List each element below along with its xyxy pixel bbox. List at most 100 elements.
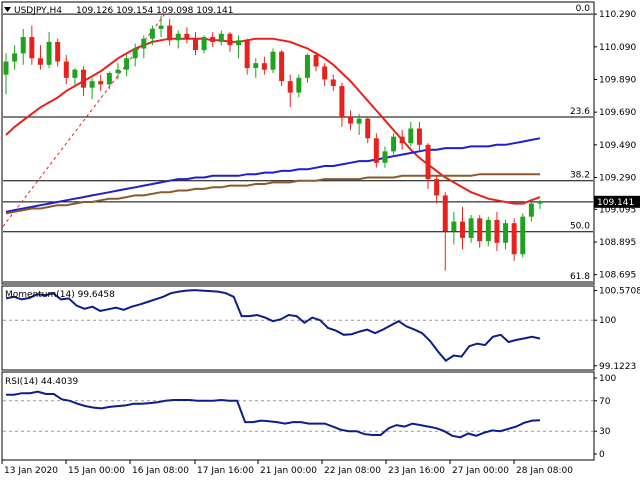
candle-body	[485, 219, 491, 242]
price-tick-label: 108.695	[599, 271, 636, 281]
time-tick-label: 23 Jan 16:00	[388, 466, 445, 476]
candle-body	[511, 223, 517, 255]
ma-brown-line	[5, 173, 540, 215]
candle-body	[72, 69, 78, 78]
candle-body	[477, 218, 483, 242]
fib-level-label: 23.6	[570, 107, 590, 117]
candle-body	[201, 37, 207, 51]
candle-body	[399, 136, 405, 144]
candle-body	[210, 37, 216, 42]
time-tick-label: 16 Jan 08:00	[132, 466, 189, 476]
price-tick-label: 108.895	[599, 238, 636, 248]
candle-body	[537, 201, 543, 204]
candle-body	[391, 136, 397, 152]
ma-blue-line	[5, 137, 541, 213]
candle-body	[192, 38, 198, 51]
price-tick-label: 109.290	[599, 173, 636, 183]
candle-body	[89, 81, 95, 88]
time-tick-label: 22 Jan 08:00	[324, 466, 381, 476]
candle-body	[46, 41, 52, 65]
rsi-tick-label: 0	[599, 450, 605, 460]
momentum-title: Momentum(14) 99.6458	[5, 290, 115, 300]
candle-body	[528, 203, 534, 217]
momentum-layer	[3, 289, 593, 363]
price-tick-label: 109.490	[599, 141, 636, 151]
candle-body	[348, 117, 354, 124]
candle-body	[175, 33, 181, 41]
candle-body	[520, 216, 526, 255]
rsi-tick-label: 100	[599, 374, 616, 384]
fib-level-label: 0.0	[576, 4, 591, 14]
candle-body	[149, 28, 155, 39]
candle-body	[167, 25, 173, 41]
candle-body	[244, 40, 250, 69]
candle-body	[20, 37, 26, 54]
candle-body	[356, 118, 362, 124]
candle-body	[218, 33, 224, 42]
candle-body	[408, 128, 414, 144]
candle-body	[37, 58, 43, 65]
candle-body	[373, 138, 379, 163]
candle-body	[55, 41, 61, 62]
candle-body	[29, 37, 35, 59]
candle-body	[365, 118, 371, 139]
candle-body	[227, 33, 233, 46]
price-tick-label: 110.090	[599, 43, 636, 53]
trend-line	[2, 12, 167, 227]
candle-body	[141, 38, 147, 49]
fib-level-label: 61.8	[570, 272, 590, 282]
price-tick-label: 109.095	[599, 205, 636, 215]
candle-body	[98, 81, 104, 85]
candle-body	[382, 151, 388, 163]
rsi-panel[interactable]	[1, 371, 595, 461]
candle-body	[261, 63, 267, 70]
candle-body	[304, 54, 310, 78]
price-tick-label: 109.690	[599, 108, 636, 118]
candle-body	[253, 63, 259, 69]
price-panel[interactable]	[1, 1, 595, 285]
candle-body	[279, 51, 285, 82]
ohlc-readout: 109.126 109.154 109.098 109.141	[76, 6, 233, 16]
candle-body	[322, 66, 328, 80]
ema-red-line	[5, 37, 541, 205]
rsi-line	[6, 390, 541, 439]
candle-body	[434, 179, 440, 196]
candle-body	[270, 51, 276, 70]
candle-body	[287, 81, 293, 93]
current-price-box	[594, 195, 640, 208]
fib-level-label: 38.2	[570, 171, 590, 181]
time-tick-label: 15 Jan 00:00	[68, 466, 125, 476]
price-layer: 0.0 23.6 38.2 50.0 61.8 109.141	[2, 4, 640, 283]
candle-body	[330, 79, 336, 87]
candle-body	[158, 25, 164, 29]
candle-body	[425, 144, 431, 180]
candle-body	[3, 61, 9, 75]
rsi-tick-label: 70	[599, 397, 611, 407]
momentum-tick-label: 100	[599, 316, 616, 326]
momentum-line	[5, 289, 541, 363]
time-tick-label: 17 Jan 16:00	[197, 466, 254, 476]
momentum-tick-label: 100.5708	[599, 287, 640, 297]
time-tick-label: 21 Jan 00:00	[260, 466, 317, 476]
candle-body	[236, 40, 242, 46]
candle-body	[313, 54, 319, 67]
axis-layer: 110.290 110.090 109.890 109.690 109.490 109.2…	[1, 10, 640, 476]
candle-body	[451, 221, 457, 232]
candle-body	[339, 86, 345, 118]
candle-body	[459, 221, 465, 238]
candle-body	[81, 69, 87, 88]
time-tick-label: 13 Jan 2020	[4, 466, 58, 476]
price-tick-label: 109.890	[599, 75, 636, 85]
fib-level-label: 50.0	[570, 222, 590, 232]
candle-body	[63, 61, 69, 78]
time-tick-label: 28 Jan 08:00	[516, 466, 573, 476]
triangle-down-icon	[4, 7, 11, 12]
candle-body	[106, 72, 112, 85]
momentum-tick-label: 99.1223	[599, 362, 636, 372]
current-price-label: 109.141	[597, 198, 634, 208]
momentum-panel[interactable]	[1, 285, 595, 371]
rsi-tick-label: 30	[599, 427, 611, 437]
symbol-timeframe: USDJPY,H4	[14, 6, 62, 16]
candle-body	[296, 77, 302, 93]
